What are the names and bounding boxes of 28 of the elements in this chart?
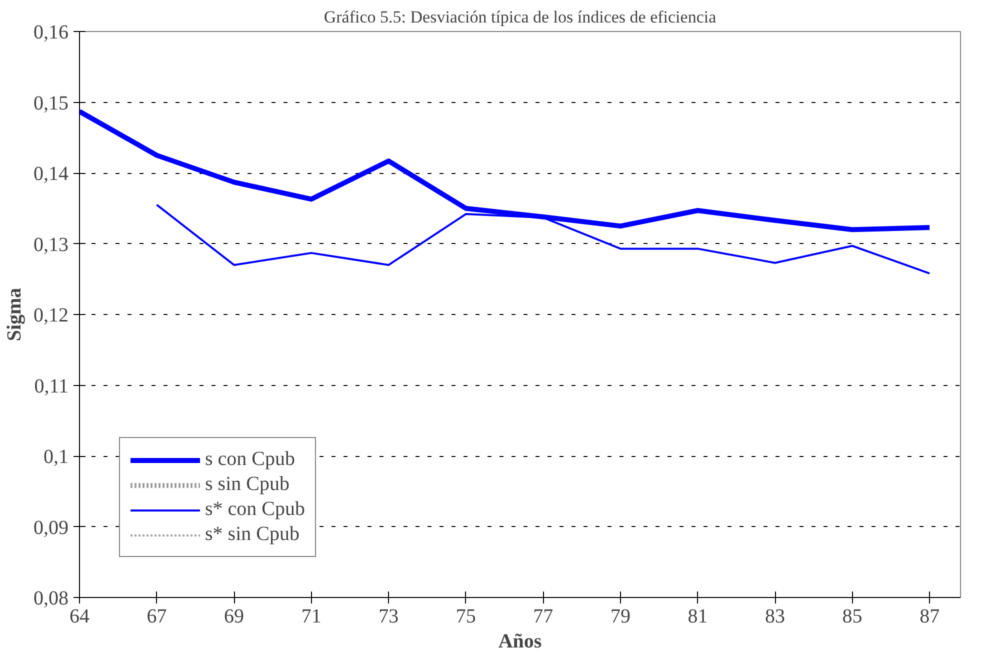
chart-title: Gráfico 5.5: Desviación típica de los índices de eficiencia (324, 8, 717, 26)
x-tick-label: 71 (301, 606, 322, 628)
y-tick-label: 0,14 (34, 163, 68, 185)
y-tick-label: 0,11 (34, 375, 69, 398)
y-tick-label: 0,08 (34, 588, 68, 610)
x-tick-label: 75 (456, 606, 476, 628)
x-tick-label: 77 (533, 606, 554, 628)
y-tick-label: 0,15 (34, 92, 68, 114)
legend-label: s sin Cpub (205, 473, 290, 496)
x-tick-label: 64 (70, 606, 90, 628)
y-axis-title: Sigma (4, 288, 26, 342)
x-axis-title: Años (498, 630, 542, 652)
legend-label: s* con Cpub (205, 498, 305, 521)
x-tick-label: 83 (765, 606, 786, 628)
y-tick-label: 0,13 (34, 234, 68, 256)
x-tick-label: 67 (146, 606, 167, 628)
x-tick-label: 87 (920, 606, 940, 628)
legend-label: s con Cpub (205, 448, 295, 471)
x-tick-label: 69 (224, 606, 244, 628)
legend-label: s* sin Cpub (205, 523, 300, 546)
y-tick-label: 0,16 (34, 22, 68, 44)
x-tick-label: 73 (378, 606, 399, 628)
x-tick-label: 81 (688, 606, 708, 628)
y-tick-label: 0,12 (34, 304, 68, 326)
y-tick-label: 0,1 (44, 446, 68, 468)
y-tick-label: 0,09 (34, 516, 68, 539)
x-tick-label: 79 (610, 606, 630, 628)
x-tick-label: 85 (842, 606, 862, 628)
